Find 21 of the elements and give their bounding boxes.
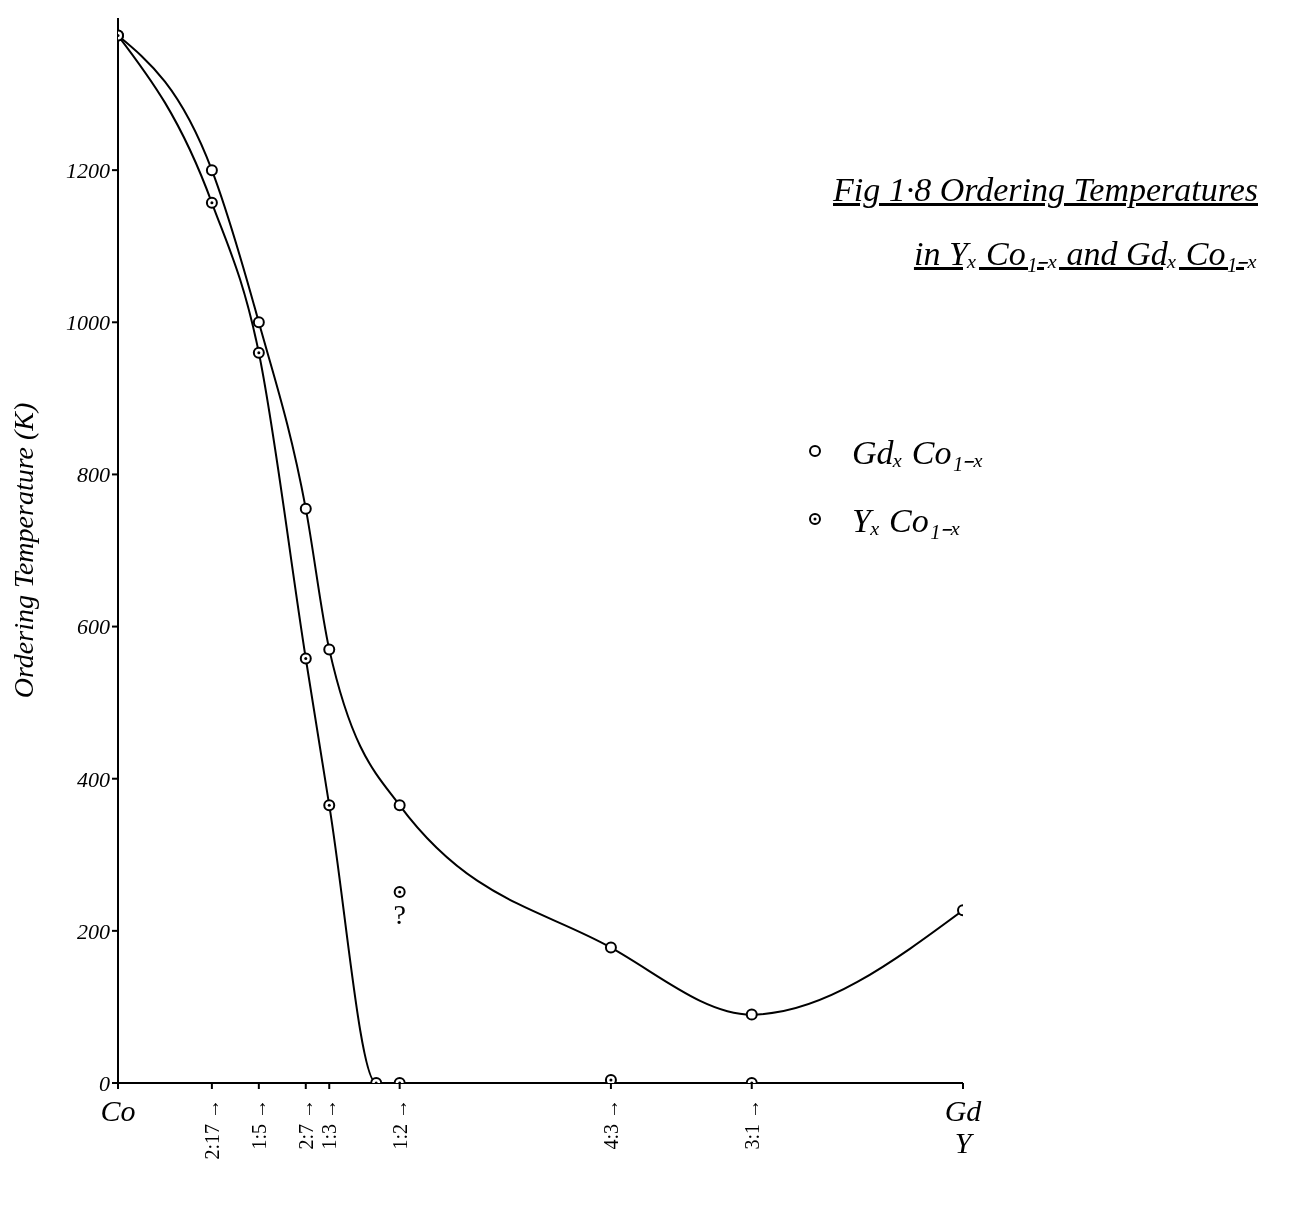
y-tick-label: 200 bbox=[77, 918, 110, 944]
x-tick-label: 2:17 → bbox=[200, 1099, 223, 1160]
y-tick-label: 1200 bbox=[66, 157, 110, 183]
legend-label: Yₓ Co₁₋ₓ bbox=[852, 501, 962, 541]
y-tick-label: 1000 bbox=[66, 310, 110, 336]
y-tick-label: 0 bbox=[99, 1070, 110, 1096]
x-tick-label: Co bbox=[100, 1093, 136, 1127]
y-tick-label: 800 bbox=[77, 462, 110, 488]
x-tick-label: 1:2 → bbox=[388, 1099, 411, 1150]
annotation: ? bbox=[393, 898, 406, 930]
x-tick-label: 1:3 → bbox=[318, 1099, 341, 1150]
text: Fig 1·8 Ordering Temperatures in Yₓ Co₁₋ₓ and Gdₓ Co₁₋ₓ bbox=[832, 170, 1258, 274]
x-tick-label: 3:1 → bbox=[740, 1099, 763, 1150]
x-tick-label: 2:7 → bbox=[294, 1099, 317, 1150]
x-tick-label: Gd Y bbox=[944, 1093, 983, 1159]
x-tick-label: 4:3 → bbox=[599, 1099, 622, 1150]
y-tick-label: 600 bbox=[77, 614, 110, 640]
legend-label: Gdₓ Co₁₋ₓ bbox=[852, 433, 984, 473]
y-axis-title: Ordering Temperature (K) bbox=[7, 402, 39, 699]
y-tick-label: 400 bbox=[77, 766, 110, 792]
x-tick-label: 1:5 → bbox=[247, 1099, 270, 1150]
